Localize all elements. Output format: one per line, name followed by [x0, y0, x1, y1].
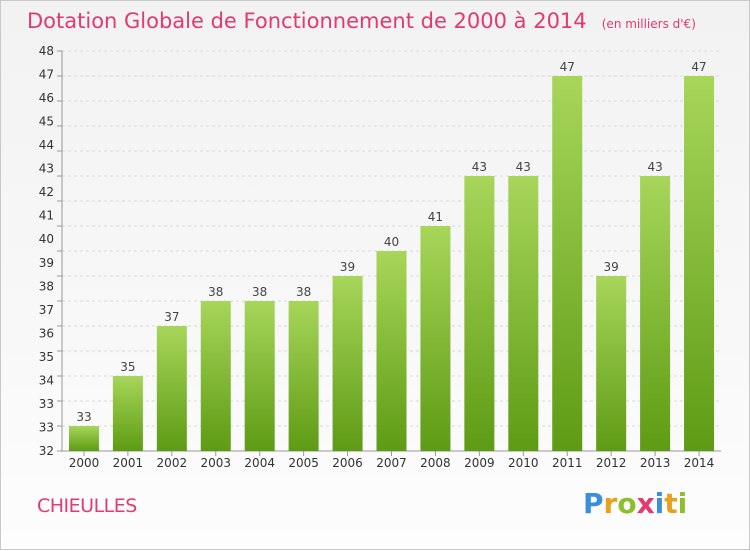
- x-tick-label: 2005: [288, 456, 319, 470]
- bar-value-label: 43: [472, 160, 487, 174]
- bar: [684, 76, 715, 451]
- x-tick-label: 2012: [596, 456, 627, 470]
- chart-unit: (en milliers d'€): [601, 17, 696, 31]
- chart-title-line: Dotation Globale de Fonctionnement de 20…: [27, 9, 696, 33]
- x-tick-label: 2008: [420, 456, 451, 470]
- logo-letter: r: [603, 487, 618, 520]
- bar: [200, 301, 231, 451]
- commune-name: CHIEULLES: [37, 495, 137, 517]
- bar-value-label: 38: [208, 285, 223, 299]
- x-tick-label: 2001: [113, 456, 144, 470]
- logo-letter: i: [654, 487, 665, 520]
- bar-value-label: 38: [296, 285, 311, 299]
- proxiti-logo: P r o x i t i: [583, 487, 687, 520]
- y-tick-label: 42: [39, 185, 54, 199]
- logo-letter: i: [677, 487, 688, 520]
- y-tick-label: 41: [39, 209, 54, 223]
- bar-value-label: 37: [164, 310, 179, 324]
- logo-letter: P: [583, 487, 604, 520]
- logo-letter: o: [617, 487, 637, 520]
- bar-value-label: 39: [340, 260, 355, 274]
- y-tick-label: 40: [39, 232, 54, 246]
- x-tick-label: 2007: [376, 456, 407, 470]
- x-tick-label: 2000: [69, 456, 100, 470]
- logo-letter: x: [636, 487, 655, 520]
- bar-value-label: 43: [647, 160, 662, 174]
- y-tick-label: 39: [39, 256, 54, 270]
- y-tick-label: 35: [39, 350, 54, 364]
- y-tick-label: 43: [39, 162, 54, 176]
- bar: [244, 301, 275, 451]
- bar: [68, 426, 99, 451]
- y-tick-label: 47: [39, 68, 54, 82]
- bar-value-label: 39: [604, 260, 619, 274]
- bar: [376, 251, 407, 451]
- x-tick-label: 2011: [552, 456, 583, 470]
- bar-value-label: 38: [252, 285, 267, 299]
- bar-value-label: 40: [384, 235, 399, 249]
- x-tick-label: 2014: [684, 456, 715, 470]
- y-tick-label: 33: [39, 420, 54, 434]
- bar-value-label: 41: [428, 210, 443, 224]
- bar: [596, 276, 627, 451]
- y-tick-label: 45: [39, 115, 54, 129]
- x-tick-label: 2009: [464, 456, 495, 470]
- chart-title: Dotation Globale de Fonctionnement de 20…: [27, 9, 587, 33]
- x-tick-label: 2002: [157, 456, 188, 470]
- bar: [552, 76, 583, 451]
- bar-value-label: 47: [691, 60, 706, 74]
- bar: [464, 176, 495, 451]
- x-tick-label: 2010: [508, 456, 539, 470]
- bar: [508, 176, 539, 451]
- y-tick-label: 32: [39, 444, 54, 458]
- logo-letter: t: [664, 487, 678, 520]
- bar: [640, 176, 671, 451]
- x-tick-label: 2013: [640, 456, 671, 470]
- bar-value-label: 33: [76, 410, 91, 424]
- bar: [420, 226, 451, 451]
- bar: [112, 376, 143, 451]
- y-tick-label: 34: [39, 373, 54, 387]
- bar: [332, 276, 363, 451]
- y-tick-label: 36: [39, 326, 54, 340]
- bar-value-label: 35: [120, 360, 135, 374]
- bar-value-label: 47: [560, 60, 575, 74]
- y-tick-label: 46: [39, 91, 54, 105]
- y-tick-label: 37: [39, 303, 54, 317]
- y-tick-label: 38: [39, 279, 54, 293]
- y-tick-label: 44: [39, 138, 54, 152]
- x-tick-label: 2006: [332, 456, 363, 470]
- bar: [288, 301, 319, 451]
- bar: [156, 326, 187, 451]
- bar-value-label: 43: [516, 160, 531, 174]
- x-tick-label: 2004: [244, 456, 275, 470]
- x-tick-label: 2003: [200, 456, 231, 470]
- y-tick-label: 48: [39, 44, 54, 58]
- y-tick-label: 33: [39, 397, 54, 411]
